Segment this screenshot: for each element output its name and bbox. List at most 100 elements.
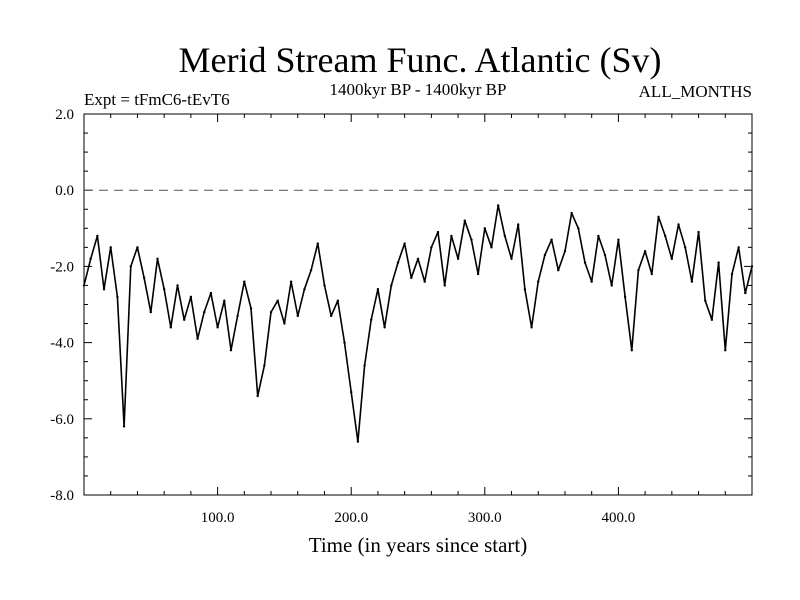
- data-point: [690, 280, 694, 283]
- y-tick-label: 2.0: [55, 107, 74, 123]
- data-point: [169, 326, 173, 329]
- data-point: [730, 272, 734, 276]
- data-point: [410, 276, 413, 280]
- data-point: [523, 288, 527, 291]
- data-point: [390, 284, 393, 287]
- data-point: [623, 295, 627, 299]
- y-tick-label: 0.0: [55, 183, 74, 199]
- data-point: [122, 425, 126, 428]
- data-point: [704, 299, 707, 302]
- data-point: [456, 257, 460, 260]
- data-point: [283, 322, 286, 325]
- data-point: [396, 261, 400, 264]
- data-point: [223, 299, 226, 302]
- data-point: [590, 280, 593, 283]
- data-point: [162, 288, 166, 291]
- data-point: [229, 349, 233, 352]
- data-point: [142, 276, 146, 280]
- data-point: [102, 288, 106, 291]
- data-point: [697, 230, 700, 234]
- data-point: [183, 318, 186, 321]
- data-point: [109, 246, 112, 249]
- data-point: [503, 234, 507, 238]
- data-point: [82, 284, 86, 287]
- data-point: [750, 265, 754, 268]
- data-point: [510, 257, 513, 260]
- data-point: [557, 269, 560, 272]
- data-point: [136, 246, 139, 249]
- data-point: [603, 253, 607, 257]
- x-axis-title: Time (in years since start): [309, 533, 528, 557]
- data-point: [256, 394, 259, 398]
- data-point: [530, 326, 533, 329]
- data-point: [203, 310, 206, 314]
- data-point: [436, 230, 440, 234]
- data-point: [370, 318, 373, 321]
- y-tick-label: -4.0: [50, 336, 74, 352]
- data-point: [463, 219, 466, 222]
- data-point: [236, 314, 239, 318]
- data-point: [316, 242, 319, 245]
- data-point: [490, 246, 493, 249]
- data-point: [303, 288, 306, 291]
- data-point: [570, 211, 573, 215]
- data-point: [196, 337, 199, 340]
- y-axis: 2.0 0.0 -2.0 -4.0 -6.0 -8.0: [50, 107, 752, 504]
- data-point: [657, 215, 660, 219]
- data-point: [289, 280, 293, 283]
- data-point: [617, 238, 620, 241]
- data-point: [643, 249, 647, 253]
- data-point: [323, 284, 326, 287]
- data-point: [309, 269, 313, 272]
- data-point: [209, 291, 213, 295]
- data-point: [670, 257, 674, 260]
- data-point: [537, 280, 540, 283]
- data-point: [717, 261, 720, 264]
- data-point: [96, 234, 99, 238]
- data-point: [430, 246, 433, 249]
- y-tick-label: -6.0: [50, 412, 74, 428]
- data-point: [243, 280, 246, 283]
- data-point: [423, 280, 426, 283]
- data-point: [630, 349, 633, 352]
- data-point: [249, 307, 253, 310]
- plot-frame: [83, 113, 753, 496]
- data-point: [637, 269, 640, 272]
- months-label: ALL_MONTHS: [639, 82, 752, 101]
- data-point: [483, 227, 486, 230]
- data-point: [470, 238, 473, 241]
- data-point: [176, 284, 179, 287]
- experiment-label: Expt = tFmC6-tEvT6: [84, 90, 230, 109]
- x-tick-label: 400.0: [602, 510, 636, 526]
- data-point: [710, 318, 714, 321]
- data-point: [263, 364, 266, 367]
- data-point: [450, 234, 453, 238]
- data-point: [724, 349, 727, 352]
- data-point: [663, 234, 667, 238]
- data-point: [597, 234, 600, 238]
- data-point: [116, 295, 119, 299]
- data-point: [737, 246, 740, 249]
- data-point: [276, 299, 279, 302]
- series-line: [83, 204, 753, 443]
- data-point: [517, 223, 520, 226]
- data-point: [129, 265, 132, 268]
- data-point: [583, 261, 587, 264]
- data-point: [296, 314, 299, 318]
- x-tick-label: 100.0: [201, 510, 235, 526]
- x-axis: 100.0 200.0 300.0 400.0: [110, 114, 726, 526]
- data-point: [677, 223, 680, 226]
- time-range-label: 1400kyr BP - 1400kyr BP: [330, 80, 507, 99]
- data-point: [550, 238, 553, 241]
- data-point: [189, 295, 193, 299]
- data-point: [149, 310, 152, 314]
- data-point: [650, 272, 653, 276]
- y-tick-label: -8.0: [50, 488, 74, 504]
- data-point: [684, 246, 687, 249]
- data-point: [343, 341, 346, 344]
- x-tick-label: 200.0: [334, 510, 368, 526]
- data-point: [89, 257, 92, 260]
- data-point: [363, 364, 366, 367]
- data-point: [476, 272, 480, 276]
